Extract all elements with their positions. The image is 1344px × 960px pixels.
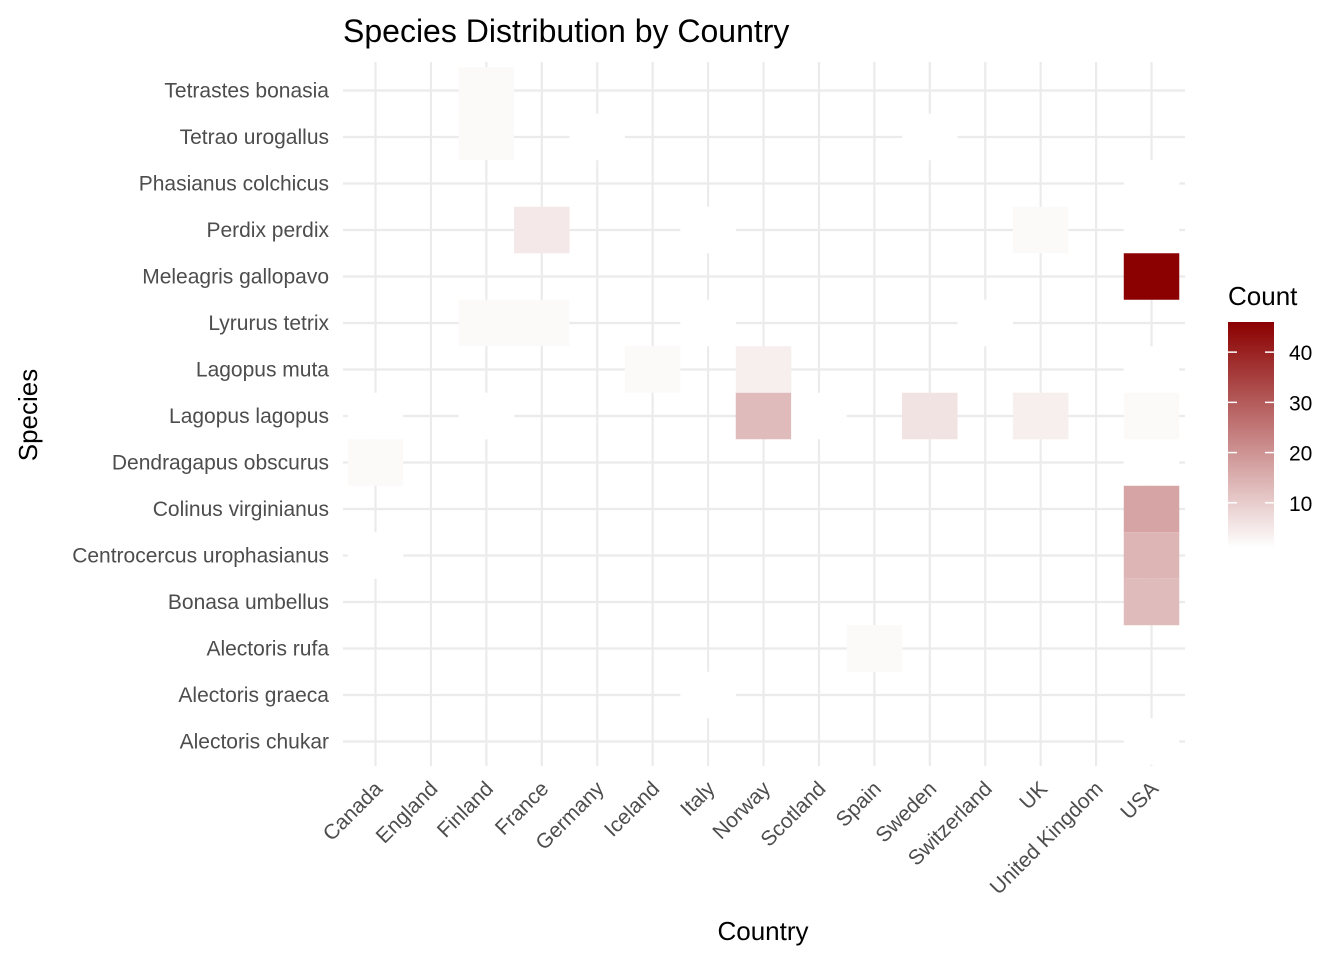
heatmap-tile (1123, 160, 1180, 207)
heatmap-tile (1012, 392, 1069, 440)
heatmap-tile (1123, 439, 1180, 486)
legend-ticks: 10 20 30 40 (1228, 342, 1312, 516)
heatmap-tile (624, 346, 681, 393)
legend: Count 10 20 30 40 (1228, 281, 1312, 548)
heatmap-tile (680, 206, 736, 254)
y-tick-label: Tetrao urogallus (180, 126, 329, 149)
y-tick-label: Alectoris rufa (206, 638, 329, 661)
legend-title: Count (1228, 281, 1298, 311)
legend-label: 30 (1289, 392, 1312, 415)
heatmap-tile (735, 392, 792, 440)
chart-title: Species Distribution by Country (343, 13, 789, 49)
heatmap-tile (458, 67, 515, 114)
y-tick-label: Lyrurus tetrix (208, 312, 329, 335)
heatmap-tile (347, 392, 404, 440)
x-tick-label: Finland (433, 777, 498, 842)
heatmap-tile (1123, 485, 1180, 533)
heatmap-tile (458, 392, 515, 440)
heatmap-tile (902, 113, 958, 161)
heatmap-tile (1123, 392, 1180, 440)
heatmap-tile (458, 299, 515, 347)
heatmap-tile (458, 113, 515, 161)
y-axis-title: Species (13, 369, 43, 462)
heatmap-tile (1123, 718, 1180, 765)
heatmap-tile (1123, 346, 1180, 393)
heatmap-tile (680, 299, 736, 347)
x-tick-label: England (372, 777, 443, 848)
heatmap-tile (680, 671, 736, 719)
heatmap-tile (957, 299, 1013, 347)
legend-label: 40 (1289, 342, 1312, 365)
heatmap-tile (1012, 206, 1069, 254)
heatmap-tiles (347, 67, 1180, 765)
y-tick-label: Dendragapus obscurus (112, 452, 329, 475)
heatmap-tile (1123, 253, 1180, 300)
heatmap-tile (1123, 532, 1180, 579)
heatmap-tile (347, 532, 404, 579)
y-tick-label: Alectoris graeca (178, 684, 329, 707)
y-tick-label: Tetrastes bonasia (164, 80, 329, 103)
legend-label: 20 (1289, 443, 1312, 466)
x-tick-label: Iceland (600, 777, 664, 841)
heatmap-tile (1123, 578, 1180, 626)
heatmap-tile (735, 346, 792, 393)
y-tick-label: Colinus virginianus (153, 498, 329, 521)
y-tick-label: Bonasa umbellus (168, 591, 329, 614)
y-tick-label: Lagopus lagopus (169, 405, 329, 428)
heatmap-tile (514, 206, 570, 254)
y-tick-label: Phasianus colchicus (139, 173, 329, 196)
y-tick-label: Lagopus muta (196, 359, 329, 382)
heatmap-tile (347, 439, 404, 486)
x-tick-label: USA (1116, 777, 1163, 824)
legend-label: 10 (1289, 493, 1312, 516)
y-tick-label: Alectoris chukar (180, 731, 329, 754)
x-tick-labels: CanadaEnglandFinlandFranceGermanyIceland… (319, 777, 1163, 899)
x-tick-label: Italy (676, 777, 720, 821)
heatmap-tile (791, 392, 847, 440)
heatmap-tile (902, 392, 958, 440)
heatmap-tile (1123, 206, 1180, 254)
heatmap-tile (514, 299, 570, 347)
y-tick-labels: Alectoris chukar Alectoris graeca Alectori… (72, 80, 329, 754)
heatmap-tile (846, 625, 903, 672)
legend-color-bar (1228, 322, 1274, 548)
y-tick-label: Perdix perdix (206, 219, 329, 242)
heatmap-tile (569, 113, 625, 161)
y-tick-label: Meleagris gallopavo (142, 266, 329, 289)
x-tick-label: UK (1015, 777, 1052, 814)
x-axis-title: Country (717, 916, 808, 946)
y-tick-label: Centrocercus urophasianus (72, 545, 329, 568)
